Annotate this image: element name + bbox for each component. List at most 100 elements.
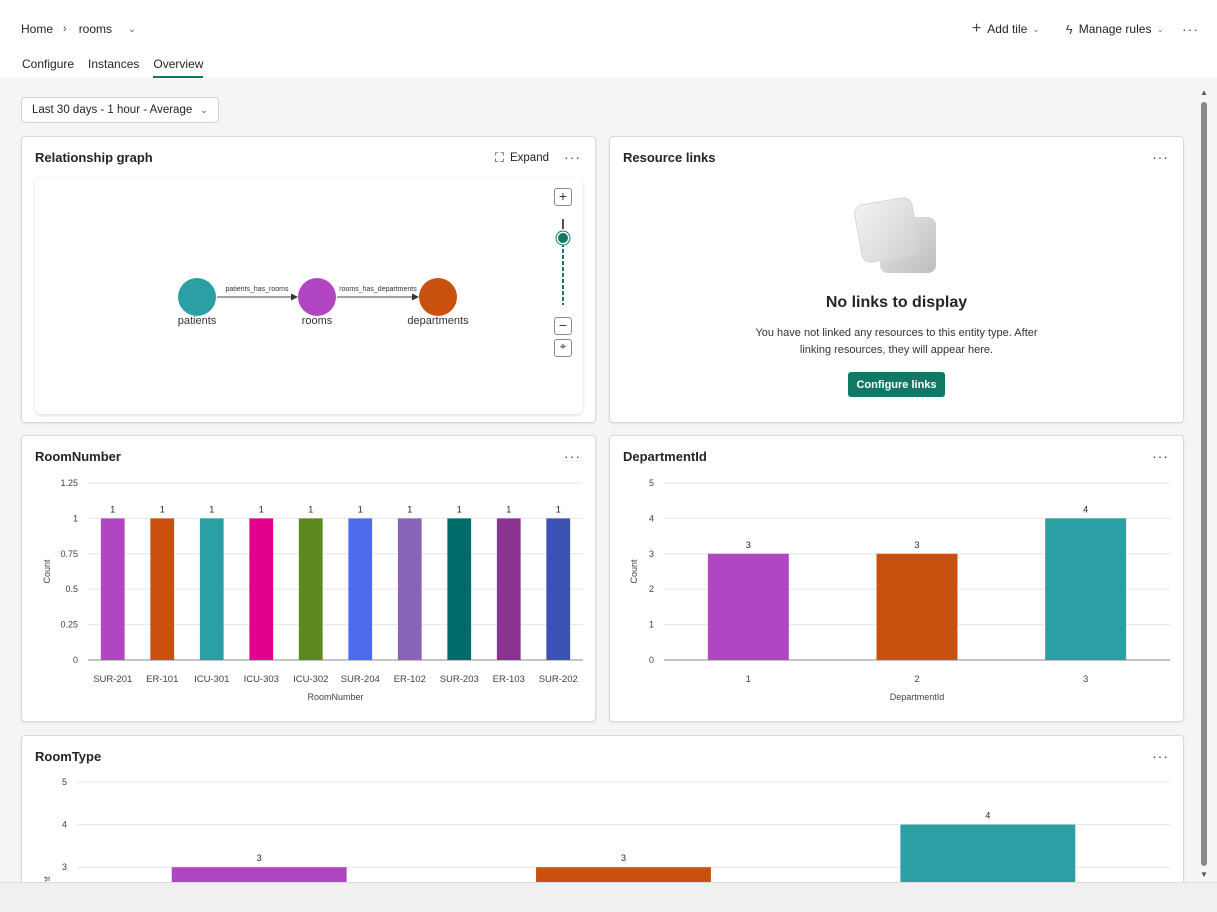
tab-bar: Configure Instances Overview	[22, 57, 217, 78]
x-axis-label: RoomNumber	[307, 692, 363, 702]
data-label: 1	[407, 504, 412, 514]
graph-node-label: departments	[407, 315, 469, 327]
data-label: 1	[308, 504, 313, 514]
data-label: 3	[257, 853, 262, 863]
y-tick-label: 0.5	[65, 584, 78, 594]
roomtype-chart-card: RoomType ··· 3 4 5 Count 3 3 4	[21, 735, 1184, 882]
x-tick-label: 3	[1083, 674, 1088, 685]
tab-instances[interactable]: Instances	[88, 57, 140, 71]
more-options-icon[interactable]: ···	[1152, 748, 1169, 764]
more-options-icon[interactable]: ···	[564, 149, 581, 165]
graph-edge-label: patients_has_rooms	[225, 286, 289, 293]
breadcrumb: Home › rooms ⌄	[21, 22, 136, 36]
y-tick-label: 5	[649, 478, 654, 488]
x-tick-label: SUR-202	[539, 674, 578, 685]
bar	[1045, 518, 1127, 660]
more-options-icon[interactable]: ···	[1152, 149, 1169, 165]
add-tile-label: Add tile	[987, 22, 1028, 36]
bar	[447, 518, 472, 660]
relationship-graph-card: Relationship graph ⛶ Expand ··· patients…	[21, 136, 596, 423]
graph-node-rooms[interactable]	[298, 278, 336, 316]
relationship-graph-canvas[interactable]: patients_has_rooms rooms_has_departments…	[35, 177, 583, 414]
card-title: RoomNumber	[35, 449, 121, 464]
zoom-in-button[interactable]: +	[554, 188, 572, 206]
more-options-icon[interactable]: ···	[1182, 21, 1199, 37]
data-label: 1	[259, 504, 264, 514]
bar	[900, 824, 1076, 882]
graph-node-label: rooms	[302, 315, 333, 327]
empty-state-description: You have not linked any resources to thi…	[755, 327, 1038, 356]
card-title: Resource links	[623, 150, 716, 165]
fit-view-button[interactable]: ⌖	[554, 339, 572, 357]
bar	[199, 518, 224, 660]
time-range-dropdown[interactable]: Last 30 days - 1 hour - Average ⌄	[21, 97, 219, 123]
bar	[496, 518, 521, 660]
vertical-scrollbar[interactable]: ▲ ▼	[1197, 86, 1211, 881]
x-tick-label: SUR-203	[440, 674, 479, 685]
chevron-down-icon: ⌄	[1032, 23, 1040, 34]
manage-rules-button[interactable]: ϟ Manage rules ⌄	[1066, 19, 1164, 39]
roomtype-bar-chart: 3 4 5 Count 3 3 4	[42, 777, 1170, 882]
x-tick-label: ICU-303	[244, 674, 279, 685]
roomnumber-bar-chart: 0 0.25 0.5 0.75 1 1.25 Count 1 SUR-201 1 ER-101 1 IC…	[42, 478, 583, 702]
x-tick-label: 1	[746, 674, 751, 685]
relationship-graph-svg: patients_has_rooms rooms_has_departments…	[178, 219, 571, 327]
more-options-icon[interactable]: ···	[564, 448, 581, 464]
resource-links-card: Resource links ··· No links to display Y…	[609, 136, 1184, 423]
bar	[536, 867, 711, 882]
more-options-icon[interactable]: ···	[1152, 448, 1169, 464]
y-tick-label: 3	[649, 549, 654, 559]
data-label: 1	[209, 504, 214, 514]
data-label: 4	[985, 811, 990, 821]
configure-links-button[interactable]: Configure links	[848, 372, 945, 397]
x-tick-label: ER-103	[493, 674, 525, 685]
y-tick-label: 1	[73, 513, 78, 523]
y-tick-label: 1	[649, 620, 654, 630]
x-axis-label: DepartmentId	[890, 692, 945, 702]
zoom-slider-thumb[interactable]	[556, 231, 570, 245]
scroll-down-icon[interactable]: ▼	[1200, 870, 1208, 879]
data-label: 1	[556, 504, 561, 514]
empty-links-illustration-icon	[854, 197, 936, 273]
chevron-down-icon: ⌄	[1156, 23, 1164, 34]
y-axis-label: Count	[42, 876, 52, 882]
departmentid-chart-card: DepartmentId ··· 0 1 2 3 4 5 Count 3 1 3 2 4 3 Depart…	[609, 435, 1184, 722]
bar	[707, 553, 789, 660]
breadcrumb-current[interactable]: rooms	[78, 22, 113, 36]
tab-overview[interactable]: Overview	[153, 57, 204, 78]
tab-configure[interactable]: Configure	[22, 57, 75, 71]
x-tick-label: ICU-301	[194, 674, 229, 685]
scroll-up-icon[interactable]: ▲	[1200, 88, 1208, 97]
toolbar: + Add tile ⌄ ϟ Manage rules ⌄ ···	[972, 19, 1199, 39]
manage-rules-label: Manage rules	[1078, 22, 1152, 36]
x-tick-label: 2	[914, 674, 919, 685]
bar	[546, 518, 571, 660]
graph-edge-label: rooms_has_departments	[339, 286, 417, 293]
bar	[249, 518, 274, 660]
zoom-out-button[interactable]: −	[554, 317, 572, 335]
bar	[298, 518, 323, 660]
bottom-bar	[0, 882, 1217, 912]
data-label: 1	[358, 504, 363, 514]
y-tick-label: 3	[62, 862, 67, 872]
y-tick-label: 4	[649, 513, 654, 523]
bar	[150, 518, 175, 660]
card-title: Relationship graph	[35, 150, 153, 165]
bar	[348, 518, 373, 660]
expand-button[interactable]: ⛶ Expand	[495, 150, 549, 166]
data-label: 3	[621, 853, 626, 863]
x-tick-label: SUR-201	[93, 674, 132, 685]
y-tick-label: 2	[649, 584, 654, 594]
chevron-down-icon[interactable]: ⌄	[128, 23, 137, 35]
graph-node-departments[interactable]	[419, 278, 457, 316]
y-tick-label: 5	[62, 777, 67, 787]
data-label: 1	[506, 504, 511, 514]
graph-node-patients[interactable]	[178, 278, 216, 316]
roomnumber-chart-card: RoomNumber ··· 0 0.25 0.5 0.75 1 1.25 Count 1 SU…	[21, 435, 596, 722]
scrollbar-thumb[interactable]	[1201, 102, 1207, 866]
bar	[876, 553, 958, 660]
x-tick-label: SUR-204	[341, 674, 380, 685]
breadcrumb-home[interactable]: Home	[21, 22, 54, 36]
add-tile-button[interactable]: + Add tile ⌄	[972, 19, 1040, 39]
y-axis-label: Count	[629, 559, 639, 584]
